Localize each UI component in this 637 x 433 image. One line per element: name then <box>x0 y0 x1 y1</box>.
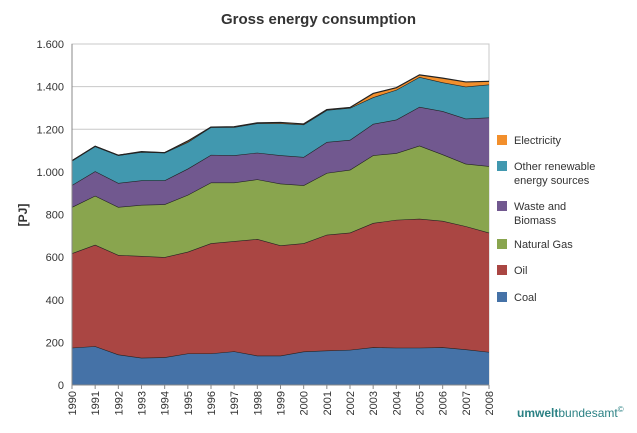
legend-label: energy sources <box>514 175 590 187</box>
x-tick-label: 1990 <box>67 391 79 415</box>
legend-label: Electricity <box>514 135 562 147</box>
y-tick-label: 0 <box>58 380 64 392</box>
logo-mark: © <box>617 405 624 414</box>
y-tick-label: 1.600 <box>36 39 64 51</box>
x-tick-label: 2005 <box>415 391 427 415</box>
legend-label: Other renewable <box>514 161 595 173</box>
x-tick-label: 2006 <box>438 391 450 415</box>
x-tick-label: 1999 <box>276 391 288 415</box>
x-tick-label: 2002 <box>345 391 357 415</box>
x-tick-label: 1992 <box>113 391 125 415</box>
x-tick-label: 2008 <box>484 391 496 415</box>
legend-item-coal: Coal <box>497 292 537 304</box>
legend-label: Natural Gas <box>514 239 573 251</box>
y-tick-label: 1.000 <box>36 167 64 179</box>
chart-title: Gross energy consumption <box>220 11 417 28</box>
y-tick-label: 1.200 <box>36 124 64 136</box>
y-tick-label: 400 <box>46 295 64 307</box>
y-tick-label: 600 <box>46 252 64 264</box>
x-tick-label: 2000 <box>299 391 311 415</box>
legend-item-oil: Oil <box>497 265 527 277</box>
legend-label: Waste and <box>514 201 566 213</box>
logo-part2: bundesamt <box>558 406 618 420</box>
x-tick-label: 1994 <box>160 391 172 415</box>
legend-label: Oil <box>514 265 527 277</box>
legend-item-waste-and-biomass: Waste and Biomass <box>497 201 566 227</box>
legend-swatch <box>497 292 507 302</box>
x-tick-label: 1995 <box>183 391 195 415</box>
legend-swatch <box>497 239 507 249</box>
y-tick-label: 1.400 <box>36 82 64 94</box>
area-natural-gas <box>72 145 489 258</box>
y-tick-label: 800 <box>46 210 64 222</box>
logo-part1: umwelt <box>517 406 559 420</box>
legend-swatch <box>497 201 507 211</box>
x-tick-label: 2007 <box>461 391 473 415</box>
x-tick-label: 1996 <box>206 391 218 415</box>
legend-swatch <box>497 161 507 171</box>
legend-item-other-renewable-energy-sources: Other renewable energy sources <box>497 161 595 187</box>
legend-swatch <box>497 265 507 275</box>
umweltbundesamt-logo: umweltbundesamt© <box>517 405 624 420</box>
y-axis-label: [PJ] <box>16 204 30 227</box>
legend-label: Coal <box>514 292 537 304</box>
y-tick-label: 200 <box>46 337 64 349</box>
x-tick-label: 1998 <box>252 391 264 415</box>
x-tick-label: 2004 <box>391 391 403 415</box>
legend-item-natural-gas: Natural Gas <box>497 239 573 251</box>
x-tick-label: 1997 <box>229 391 241 415</box>
legend-item-electricity: Electricity <box>497 135 562 147</box>
legend-label: Biomass <box>514 215 557 227</box>
x-tick-label: 1991 <box>90 391 102 415</box>
area-oil <box>72 218 489 358</box>
x-tick-label: 1993 <box>137 391 149 415</box>
area-other-renewable-energy-sources <box>72 77 489 186</box>
area-waste-and-biomass <box>72 106 489 208</box>
legend-swatch <box>497 135 507 145</box>
x-tick-label: 2001 <box>322 391 334 415</box>
x-tick-label: 2003 <box>368 391 380 415</box>
area-edge-electricity <box>71 74 490 162</box>
